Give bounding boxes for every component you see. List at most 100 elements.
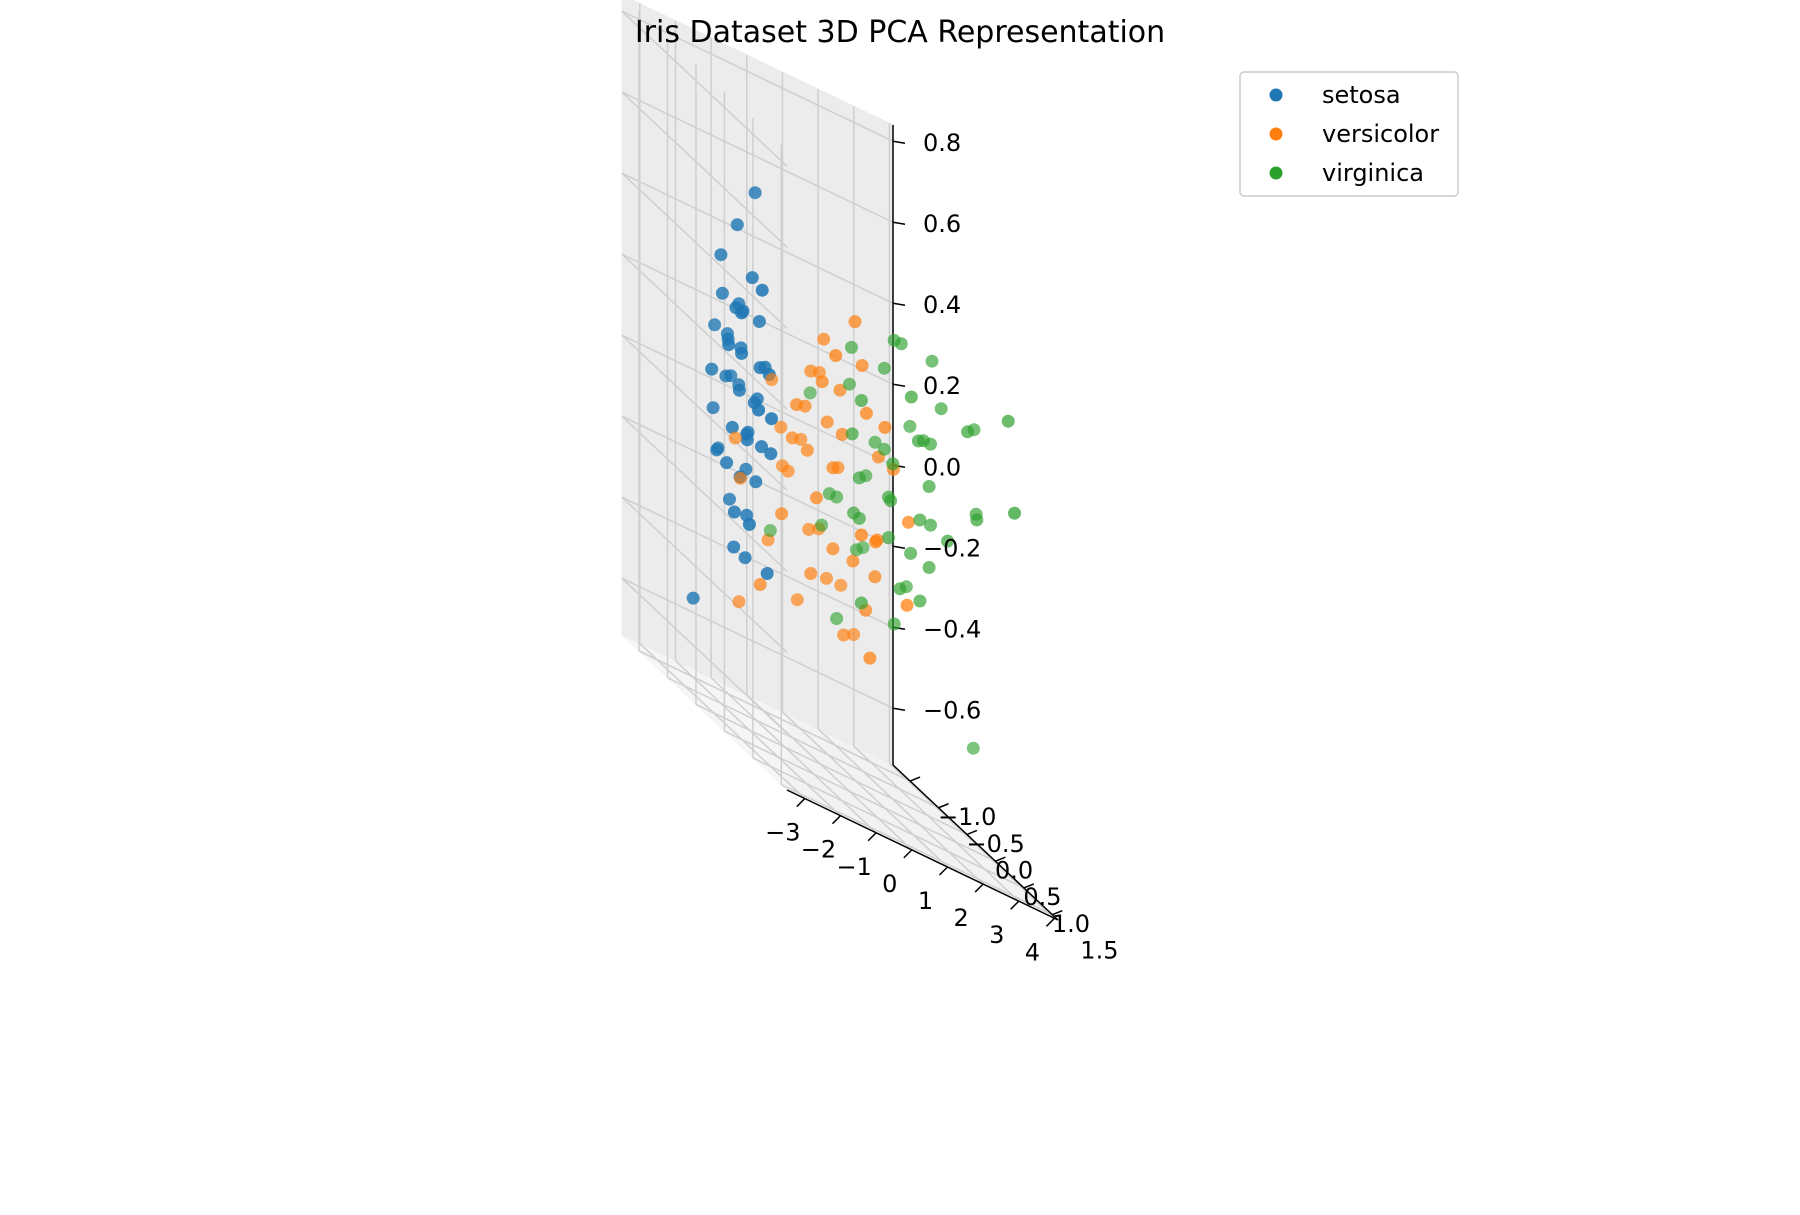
z-tick-label: −0.6 [923, 696, 981, 724]
versicolor-point [774, 420, 788, 434]
versicolor-point [878, 420, 892, 434]
setosa-point [686, 591, 700, 605]
setosa-point [764, 447, 778, 461]
scatter-points [686, 186, 1021, 755]
setosa-point [725, 420, 739, 434]
versicolor-point [794, 432, 808, 446]
virginica-point [924, 437, 937, 451]
virginica-point [877, 361, 891, 375]
versicolor-point [804, 567, 818, 580]
versicolor-point [815, 375, 829, 389]
x-tick [974, 883, 984, 893]
z-tick-label: −0.2 [923, 534, 981, 562]
versicolor-point [798, 399, 812, 413]
legend-label-setosa: setosa [1322, 81, 1401, 109]
setosa-point [724, 369, 738, 383]
setosa-point [755, 283, 769, 297]
setosa-series [686, 186, 778, 605]
z-gridline-back [621, 172, 894, 304]
setosa-point [748, 186, 762, 200]
z-tick-label: 0.8 [923, 129, 961, 157]
tick-labels: −3−2−101234−1.0−0.50.00.51.01.5−0.6−0.4−… [765, 129, 1118, 966]
versicolor-point [775, 507, 789, 521]
z-gridline-left [621, 253, 788, 410]
y-tick [995, 856, 1006, 862]
setosa-point [730, 218, 744, 232]
setosa-point [749, 475, 763, 489]
z-tick-label: −0.4 [923, 615, 981, 643]
virginica-point [922, 561, 936, 574]
y-tick-label: −1.0 [938, 803, 996, 831]
versicolor-point [848, 315, 862, 329]
x-tick [1010, 900, 1020, 910]
x-tick [903, 849, 913, 859]
virginica-point [887, 617, 901, 631]
x-gridline-floor [853, 745, 1020, 902]
virginica-point [967, 423, 981, 437]
versicolor-point [837, 628, 851, 642]
versicolor-point [800, 443, 814, 457]
virginica-point [925, 354, 939, 368]
y-tick [909, 776, 921, 782]
versicolor-point [826, 542, 840, 556]
y-tick-label: −0.5 [967, 830, 1025, 858]
virginica-point [913, 594, 927, 608]
setosa-point [722, 338, 736, 352]
axis-lines [786, 125, 1063, 927]
virginica-point [970, 513, 984, 527]
x-tick-label: 0 [882, 870, 897, 898]
versicolor-point [733, 471, 747, 485]
versicolor-point [817, 332, 831, 346]
setosa-point [750, 392, 764, 406]
axes-gridlines [621, 3, 1055, 919]
legend-box [1239, 71, 1459, 197]
z-gridline-back [621, 10, 894, 142]
virginica-point [887, 333, 901, 347]
x-tick-label: 2 [953, 904, 968, 932]
y-tick [966, 829, 978, 836]
virginica-point [845, 340, 858, 354]
x-tick-label: 3 [989, 921, 1004, 949]
virginica-point [845, 427, 859, 441]
legend-marker-virginica [1269, 166, 1283, 180]
x-gridline-floor [674, 660, 842, 817]
z-gridline-left [621, 91, 788, 248]
virginica-point [868, 435, 882, 449]
z-tick [892, 383, 906, 387]
setosa-point [720, 456, 734, 470]
versicolor-point [846, 554, 860, 568]
legend-marker-setosa [1269, 88, 1283, 102]
setosa-point [760, 567, 774, 580]
y-tick-label: 0.0 [995, 856, 1033, 884]
y-gridline-floor [667, 677, 939, 809]
versicolor-point [820, 415, 834, 429]
legend-label-versicolor: versicolor [1322, 120, 1439, 148]
virginica-point [903, 419, 917, 433]
versicolor-point [834, 578, 848, 592]
x-gridline-floor [781, 711, 948, 868]
y-gridline-floor [724, 730, 996, 862]
setosa-point [706, 401, 720, 415]
z-gridline-left [621, 172, 788, 329]
virginica-point [847, 506, 861, 520]
versicolor-point [854, 528, 868, 542]
setosa-point [714, 248, 728, 262]
virginica-point [966, 741, 980, 755]
versicolor-point [732, 595, 746, 609]
virginica-point [913, 513, 927, 527]
chart-title: Iris Dataset 3D PCA Representation [635, 15, 1165, 50]
z-gridline-left [621, 496, 788, 653]
y-tick-label: 1.0 [1052, 910, 1090, 938]
virginica-point [815, 518, 829, 532]
z-gridline-back [621, 91, 894, 223]
legend-label-virginica: virginica [1322, 159, 1424, 187]
versicolor-point [863, 651, 877, 665]
z-tick-label: 0.2 [923, 372, 961, 400]
virginica-point [934, 402, 948, 416]
virginica-point [830, 612, 844, 625]
x-axis-line [786, 789, 1059, 921]
setosa-point [738, 551, 752, 565]
setosa-point [734, 341, 748, 355]
x-tick-label: 4 [1025, 938, 1040, 966]
versicolor-series [728, 315, 915, 665]
